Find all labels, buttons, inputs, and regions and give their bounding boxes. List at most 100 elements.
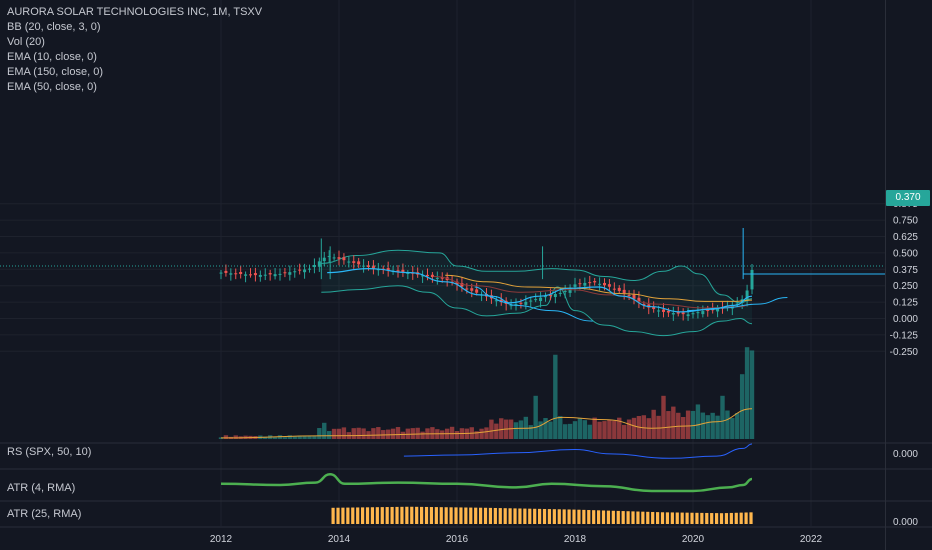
volume-bar <box>602 421 607 439</box>
candle-body <box>716 308 720 312</box>
atr25-bar <box>557 509 561 524</box>
candle-body <box>603 282 606 286</box>
atr25-bar <box>744 512 748 524</box>
candle-body <box>701 311 705 315</box>
candle-body <box>312 264 316 268</box>
volume-bar <box>440 430 445 439</box>
atr25-bar <box>562 509 566 524</box>
candle-body <box>652 306 656 310</box>
atr25-bar <box>429 507 434 524</box>
candle-body <box>440 277 444 279</box>
legend-ema10[interactable]: EMA (10, close, 0) <box>7 51 97 63</box>
candle-body <box>671 313 675 315</box>
atr25-bar <box>385 507 389 524</box>
bb-lower-line <box>321 285 753 337</box>
volume-bar <box>562 424 568 439</box>
atr25-bar <box>528 508 532 524</box>
volume-bar <box>725 410 730 439</box>
atr25-bar <box>380 507 384 524</box>
candle-body <box>371 265 375 269</box>
volume-bar <box>592 417 597 439</box>
volume-bar <box>597 421 602 439</box>
candle-body <box>322 257 326 262</box>
volume-bar <box>336 428 342 439</box>
candle-body <box>563 290 567 292</box>
volume-bar <box>656 415 661 439</box>
atr25-bar <box>513 508 517 524</box>
candle-body <box>662 309 665 312</box>
volume-bar <box>307 435 312 439</box>
volume-bar <box>587 424 592 439</box>
candle-body <box>435 277 439 279</box>
candle-body <box>735 303 739 305</box>
candle-body <box>342 257 346 261</box>
atr25-bar <box>474 507 478 524</box>
candle-body <box>347 261 351 263</box>
candle-body <box>657 310 661 312</box>
legend-ema50[interactable]: EMA (50, close, 0) <box>7 81 97 93</box>
volume-bar <box>617 417 622 439</box>
candle-body <box>568 287 572 293</box>
atr25-bar <box>665 512 670 524</box>
candle-body <box>612 288 616 290</box>
candle-body <box>426 274 429 277</box>
atr25-bar <box>415 506 419 524</box>
candle-body <box>544 296 547 298</box>
atr25-bar <box>572 509 576 524</box>
atr25-bar <box>626 511 630 524</box>
candle-body <box>470 288 474 291</box>
atr25-bar <box>400 506 404 524</box>
candle-body <box>558 292 562 294</box>
price-axis-label: 0.500 <box>893 248 918 259</box>
atr25-pane-label[interactable]: ATR (25, RMA) <box>7 508 82 520</box>
volume-bar <box>715 415 720 439</box>
legend-vol[interactable]: Vol (20) <box>7 36 45 48</box>
time-axis-label: 2016 <box>446 534 469 545</box>
atr25-bar <box>715 513 719 524</box>
atr25-bar <box>749 512 753 524</box>
rs-pane-label[interactable]: RS (SPX, 50, 10) <box>7 446 92 458</box>
volume-bar <box>626 419 632 439</box>
atr25-bar <box>705 512 709 524</box>
volume-bar <box>558 416 563 439</box>
volume-bar <box>430 427 435 439</box>
candle-body <box>750 269 754 290</box>
candle-body <box>598 283 602 285</box>
atr4-pane-label[interactable]: ATR (4, RMA) <box>7 482 76 494</box>
volume-bar <box>410 428 415 439</box>
candle-body <box>239 271 243 275</box>
volume-bar <box>322 422 327 439</box>
volume-bar <box>572 421 578 439</box>
atr25-bar <box>646 511 650 524</box>
atr25-bar <box>695 512 699 524</box>
candle-body <box>253 273 257 276</box>
time-axis-label: 2022 <box>800 534 823 545</box>
atr25-bar <box>331 507 335 524</box>
volume-bar <box>233 435 238 439</box>
volume-bar <box>700 412 706 439</box>
chart-legend: AURORA SOLAR TECHNOLOGIES INC, 1M, TSXV … <box>7 5 262 95</box>
atr25-bar <box>351 507 355 524</box>
volume-ma-line <box>220 408 753 439</box>
candle-body <box>283 272 287 274</box>
candle-body <box>637 297 641 303</box>
candle-body <box>293 271 297 273</box>
legend-bb[interactable]: BB (20, close, 3, 0) <box>7 21 101 33</box>
atr25-bar <box>508 508 512 524</box>
volume-bar <box>533 395 538 439</box>
candle-body <box>357 261 361 265</box>
symbol-title[interactable]: AURORA SOLAR TECHNOLOGIES INC, 1M, TSXV <box>7 6 263 18</box>
current-price-badge: 0.370 <box>886 190 930 206</box>
candle-body <box>475 289 479 293</box>
atr25-bar <box>538 508 542 524</box>
candle-body <box>421 275 425 277</box>
candle-body <box>327 256 331 258</box>
atr25-bar <box>503 508 507 524</box>
volume-bar <box>415 427 420 439</box>
volume-bar <box>454 431 460 439</box>
candle-body <box>308 268 311 270</box>
volume-bar <box>449 426 455 439</box>
volume-bar <box>351 428 356 439</box>
atr25-bar <box>685 512 689 524</box>
legend-ema150[interactable]: EMA (150, close, 0) <box>7 66 103 78</box>
